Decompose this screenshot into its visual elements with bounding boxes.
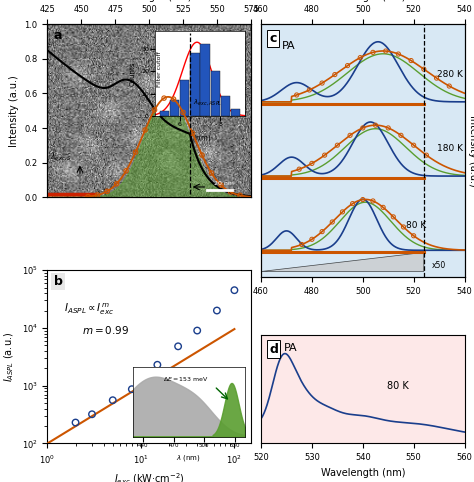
Point [88,410,96,418]
Point [400,223,407,231]
Point [334,141,341,149]
Text: b: b [54,275,63,288]
Point [109,396,117,404]
Y-axis label: Intensity (a.u.): Intensity (a.u.) [9,75,19,147]
X-axis label: $I_{exc}$ (kW·cm$^{-2}$): $I_{exc}$ (kW·cm$^{-2}$) [114,471,184,482]
Polygon shape [261,253,424,271]
Point [227,188,234,196]
Point [349,200,356,207]
Text: 80 K: 80 K [387,381,409,391]
Point [394,50,402,58]
Text: x50: x50 [431,261,446,270]
Point [344,62,351,69]
Text: c: c [269,32,276,45]
Point [331,71,338,79]
Point [174,343,182,350]
Point [384,124,392,132]
Point [321,151,328,159]
Point [379,203,387,211]
Point [423,151,430,159]
Text: 280 K: 280 K [437,70,463,79]
Point [359,196,366,203]
Point [390,213,397,221]
Point [346,132,354,139]
Point [193,327,201,335]
Y-axis label: Intensity (a.u.): Intensity (a.u.) [468,115,474,187]
Point [213,307,221,314]
Point [433,74,440,82]
Point [308,235,316,243]
Point [328,218,336,226]
X-axis label: Wavelength (nm): Wavelength (nm) [107,0,191,2]
Text: Filter cutoff: Filter cutoff [157,52,162,87]
Point [372,121,379,129]
Point [308,160,316,167]
Point [84,193,92,201]
Point [94,191,101,199]
Text: PA: PA [283,343,297,353]
Point [151,106,158,114]
Point [189,129,196,137]
Point [356,54,364,62]
Point [208,169,215,177]
Point [410,141,418,149]
Point [103,187,111,195]
Point [306,86,313,94]
Text: 80 K: 80 K [406,221,426,229]
Text: d: d [269,343,278,356]
Point [446,82,453,90]
Text: $\lambda_{exc,ASPL}$: $\lambda_{exc,ASPL}$ [192,97,222,107]
Point [170,95,177,103]
Text: a: a [54,29,62,42]
Text: 20 nm: 20 nm [214,181,234,186]
Point [236,191,244,199]
Point [369,197,377,205]
Point [198,151,206,159]
Point [359,124,366,132]
Point [160,94,168,102]
Point [420,66,428,73]
Text: 180 K: 180 K [437,144,463,153]
Text: PA: PA [282,41,295,52]
Y-axis label: $I_{ASPL}$ (a.u.): $I_{ASPL}$ (a.u.) [2,332,16,382]
Point [382,47,390,55]
Point [154,361,161,369]
Point [410,232,418,240]
Point [295,165,303,173]
Point [231,286,238,294]
Text: $I_{ASPL}\propto I_{exc}^{\,m}$: $I_{ASPL}\propto I_{exc}^{\,m}$ [64,301,114,317]
Point [141,126,149,134]
Point [128,385,136,393]
Text: $\lambda_{exc,S}$: $\lambda_{exc,S}$ [50,151,73,163]
Point [179,108,187,116]
Point [319,228,326,236]
Point [217,181,225,189]
Point [72,419,79,427]
X-axis label: Wavelength (nm): Wavelength (nm) [320,0,405,2]
Point [132,148,139,156]
Point [122,167,130,174]
Point [338,208,346,216]
Point [369,49,377,56]
Point [319,79,326,87]
Point [113,180,120,187]
Point [397,132,405,139]
Point [298,241,306,248]
Text: $m = 0.99$: $m = 0.99$ [82,324,129,336]
Point [407,57,415,65]
X-axis label: Wavelength (nm): Wavelength (nm) [320,468,405,478]
Point [293,91,301,99]
